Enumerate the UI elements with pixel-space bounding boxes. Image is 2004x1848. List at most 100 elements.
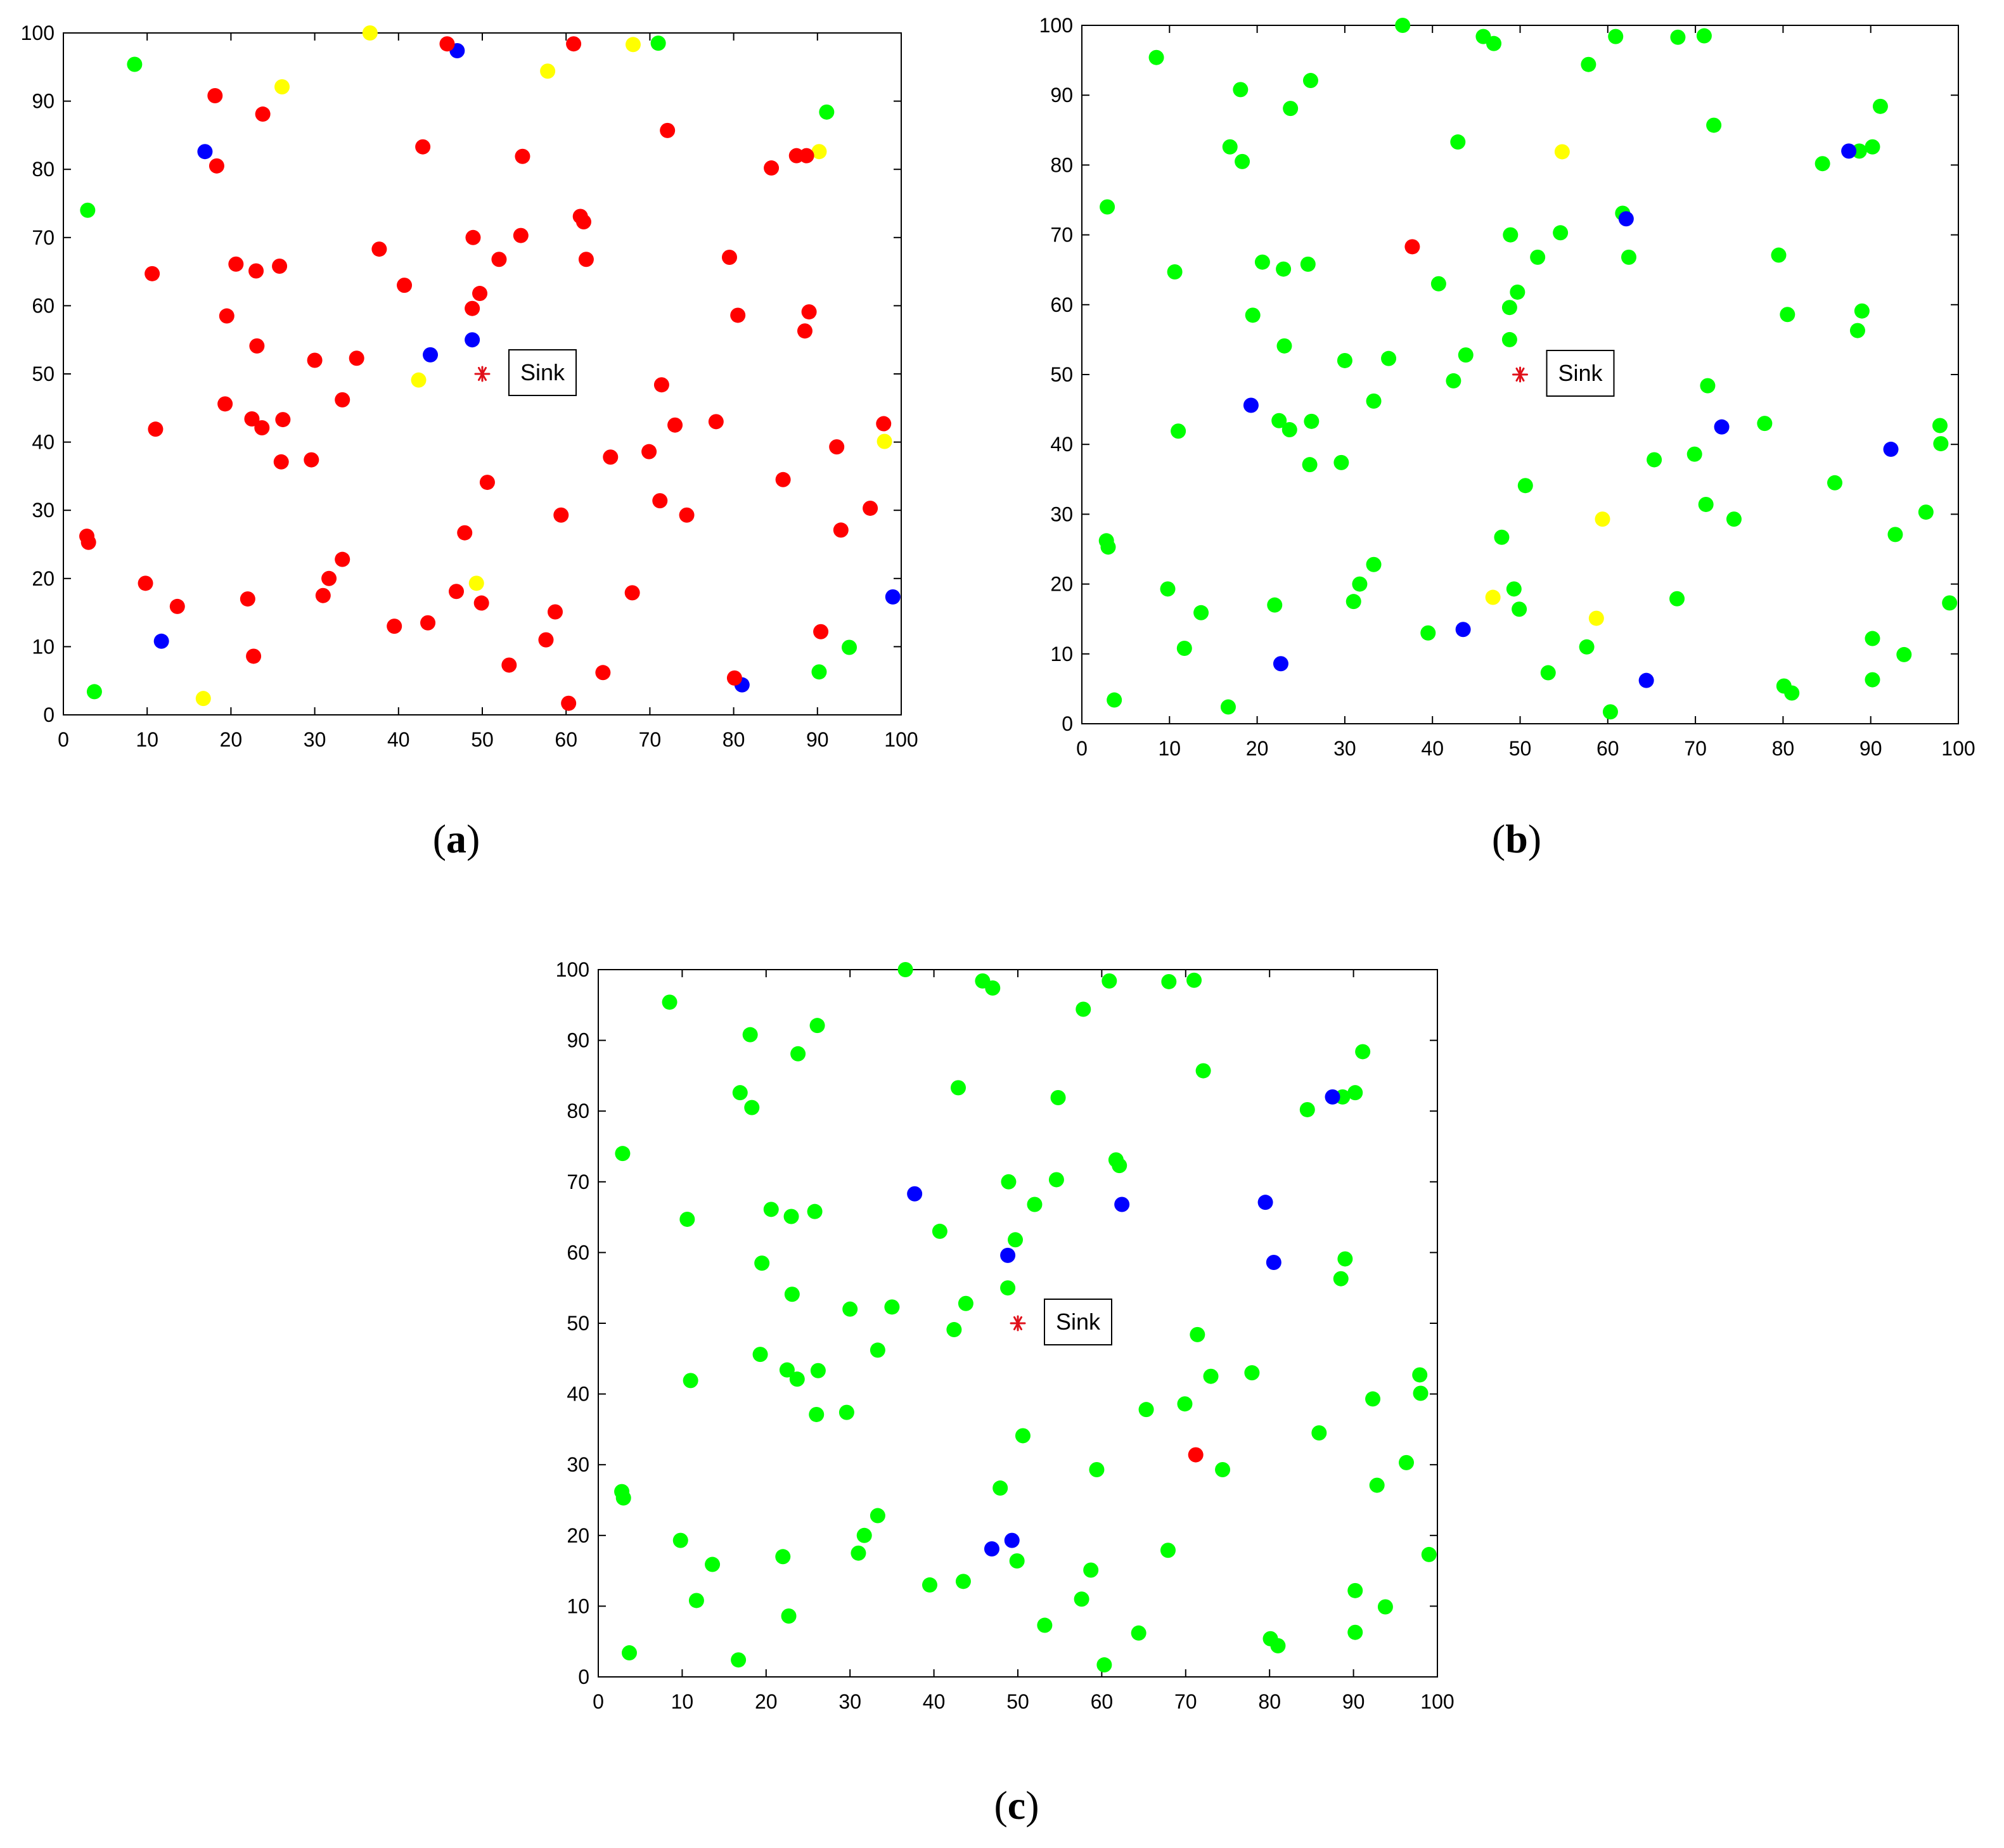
sink-label-box — [1546, 350, 1615, 397]
node-point-green — [1494, 529, 1510, 545]
node-point-green — [897, 962, 913, 977]
node-point-red — [465, 229, 481, 245]
node-point-red — [876, 416, 892, 432]
node-point-green — [732, 1085, 748, 1101]
x-tick-label: 60 — [555, 728, 577, 751]
node-point-blue — [1714, 419, 1730, 435]
node-point-red — [244, 411, 260, 427]
node-point-green — [1270, 1638, 1286, 1653]
node-point-green — [1050, 1089, 1066, 1105]
x-tick-label: 40 — [1421, 737, 1444, 760]
node-point-green — [1942, 595, 1958, 611]
node-point-green — [1160, 1543, 1176, 1558]
node-point-blue — [1618, 211, 1634, 227]
node-point-red — [304, 452, 319, 468]
node-point-red — [1188, 1447, 1204, 1463]
node-point-green — [932, 1223, 947, 1239]
node-point-yellow — [625, 37, 641, 53]
x-tick-label: 80 — [723, 728, 745, 751]
node-point-blue — [984, 1541, 999, 1557]
node-point-green — [1621, 249, 1636, 265]
node-point-blue — [1004, 1532, 1020, 1548]
y-tick-label: 90 — [1050, 84, 1073, 106]
node-point-yellow — [411, 372, 427, 388]
y-tick-label: 30 — [567, 1453, 589, 1476]
node-point-green — [1355, 1044, 1371, 1060]
node-point-green — [992, 1480, 1008, 1496]
node-point-green — [783, 1209, 799, 1224]
node-point-blue — [197, 144, 213, 160]
node-point-red — [138, 575, 153, 591]
node-point-green — [688, 1593, 704, 1608]
node-point-red — [457, 525, 473, 541]
x-tick-label: 10 — [671, 1690, 694, 1713]
y-tick-label: 70 — [32, 226, 55, 249]
node-point-red — [833, 522, 849, 538]
node-point-red — [653, 377, 669, 393]
y-tick-label: 20 — [1050, 573, 1073, 596]
node-point-green — [731, 1652, 747, 1668]
node-point-green — [1815, 156, 1830, 172]
x-tick-label: 100 — [884, 728, 918, 751]
node-point-red — [641, 444, 657, 459]
node-point-green — [1827, 475, 1842, 491]
node-point-green — [1412, 1367, 1428, 1383]
scatter-panel-b: 0 10 20 30 40 50 60 70 80 90 100 0 10 20 30 40 50 60 70 80 9… — [1039, 14, 1975, 861]
x-tick-label: 40 — [387, 728, 410, 751]
node-point-blue — [1638, 672, 1654, 688]
y-tick-label: 40 — [1050, 433, 1073, 456]
node-point-green — [1420, 625, 1436, 641]
y-tick-label: 10 — [567, 1595, 589, 1617]
node-point-red — [420, 615, 436, 631]
node-point-red — [730, 307, 746, 323]
node-point-green — [1865, 631, 1880, 646]
y-tick-label: 30 — [32, 499, 55, 522]
node-point-red — [255, 106, 271, 122]
node-point-green — [1302, 73, 1318, 89]
y-tick-label: 80 — [32, 158, 55, 181]
node-point-green — [838, 1404, 854, 1420]
node-point-green — [127, 56, 143, 72]
node-point-green — [842, 639, 857, 655]
x-tick-label: 10 — [136, 728, 158, 751]
node-point-blue — [1114, 1197, 1130, 1212]
node-point-red — [721, 250, 737, 266]
sink-label: Sink — [1558, 360, 1603, 386]
node-point-red — [321, 570, 337, 586]
node-point-green — [1096, 1657, 1112, 1673]
node-point-green — [1369, 1477, 1385, 1493]
node-point-green — [1510, 284, 1525, 300]
node-point-green — [1366, 556, 1382, 572]
node-point-green — [1131, 1625, 1147, 1641]
node-point-green — [1346, 594, 1361, 610]
node-point-red — [472, 286, 488, 302]
node-point-green — [1009, 1553, 1025, 1569]
node-point-green — [1865, 672, 1880, 688]
y-tick-label: 80 — [1050, 153, 1073, 176]
node-point-red — [228, 256, 244, 272]
node-point-green — [1933, 436, 1949, 452]
node-point-green — [1281, 422, 1297, 438]
node-point-green — [1302, 457, 1318, 473]
node-point-green — [1381, 350, 1397, 366]
node-point-red — [80, 534, 96, 550]
node-point-blue — [465, 332, 480, 348]
node-point-green — [672, 1532, 688, 1548]
y-tick-label: 20 — [32, 567, 55, 590]
node-point-green — [1865, 139, 1880, 155]
node-point-green — [810, 1363, 826, 1378]
node-point-green — [1195, 1063, 1211, 1079]
x-tick-label: 90 — [1342, 1690, 1365, 1713]
x-tick-label: 20 — [1246, 737, 1269, 760]
node-point-green — [950, 1080, 966, 1096]
node-point-red — [501, 657, 517, 673]
node-point-green — [615, 1146, 631, 1162]
y-tick-label: 90 — [567, 1029, 589, 1052]
node-point-green — [1089, 1462, 1105, 1478]
node-point-green — [1887, 527, 1903, 542]
node-point-green — [781, 1608, 797, 1624]
node-point-red — [813, 624, 829, 639]
node-point-green — [1365, 1391, 1381, 1407]
node-point-red — [219, 308, 234, 324]
node-point-green — [856, 1527, 872, 1543]
